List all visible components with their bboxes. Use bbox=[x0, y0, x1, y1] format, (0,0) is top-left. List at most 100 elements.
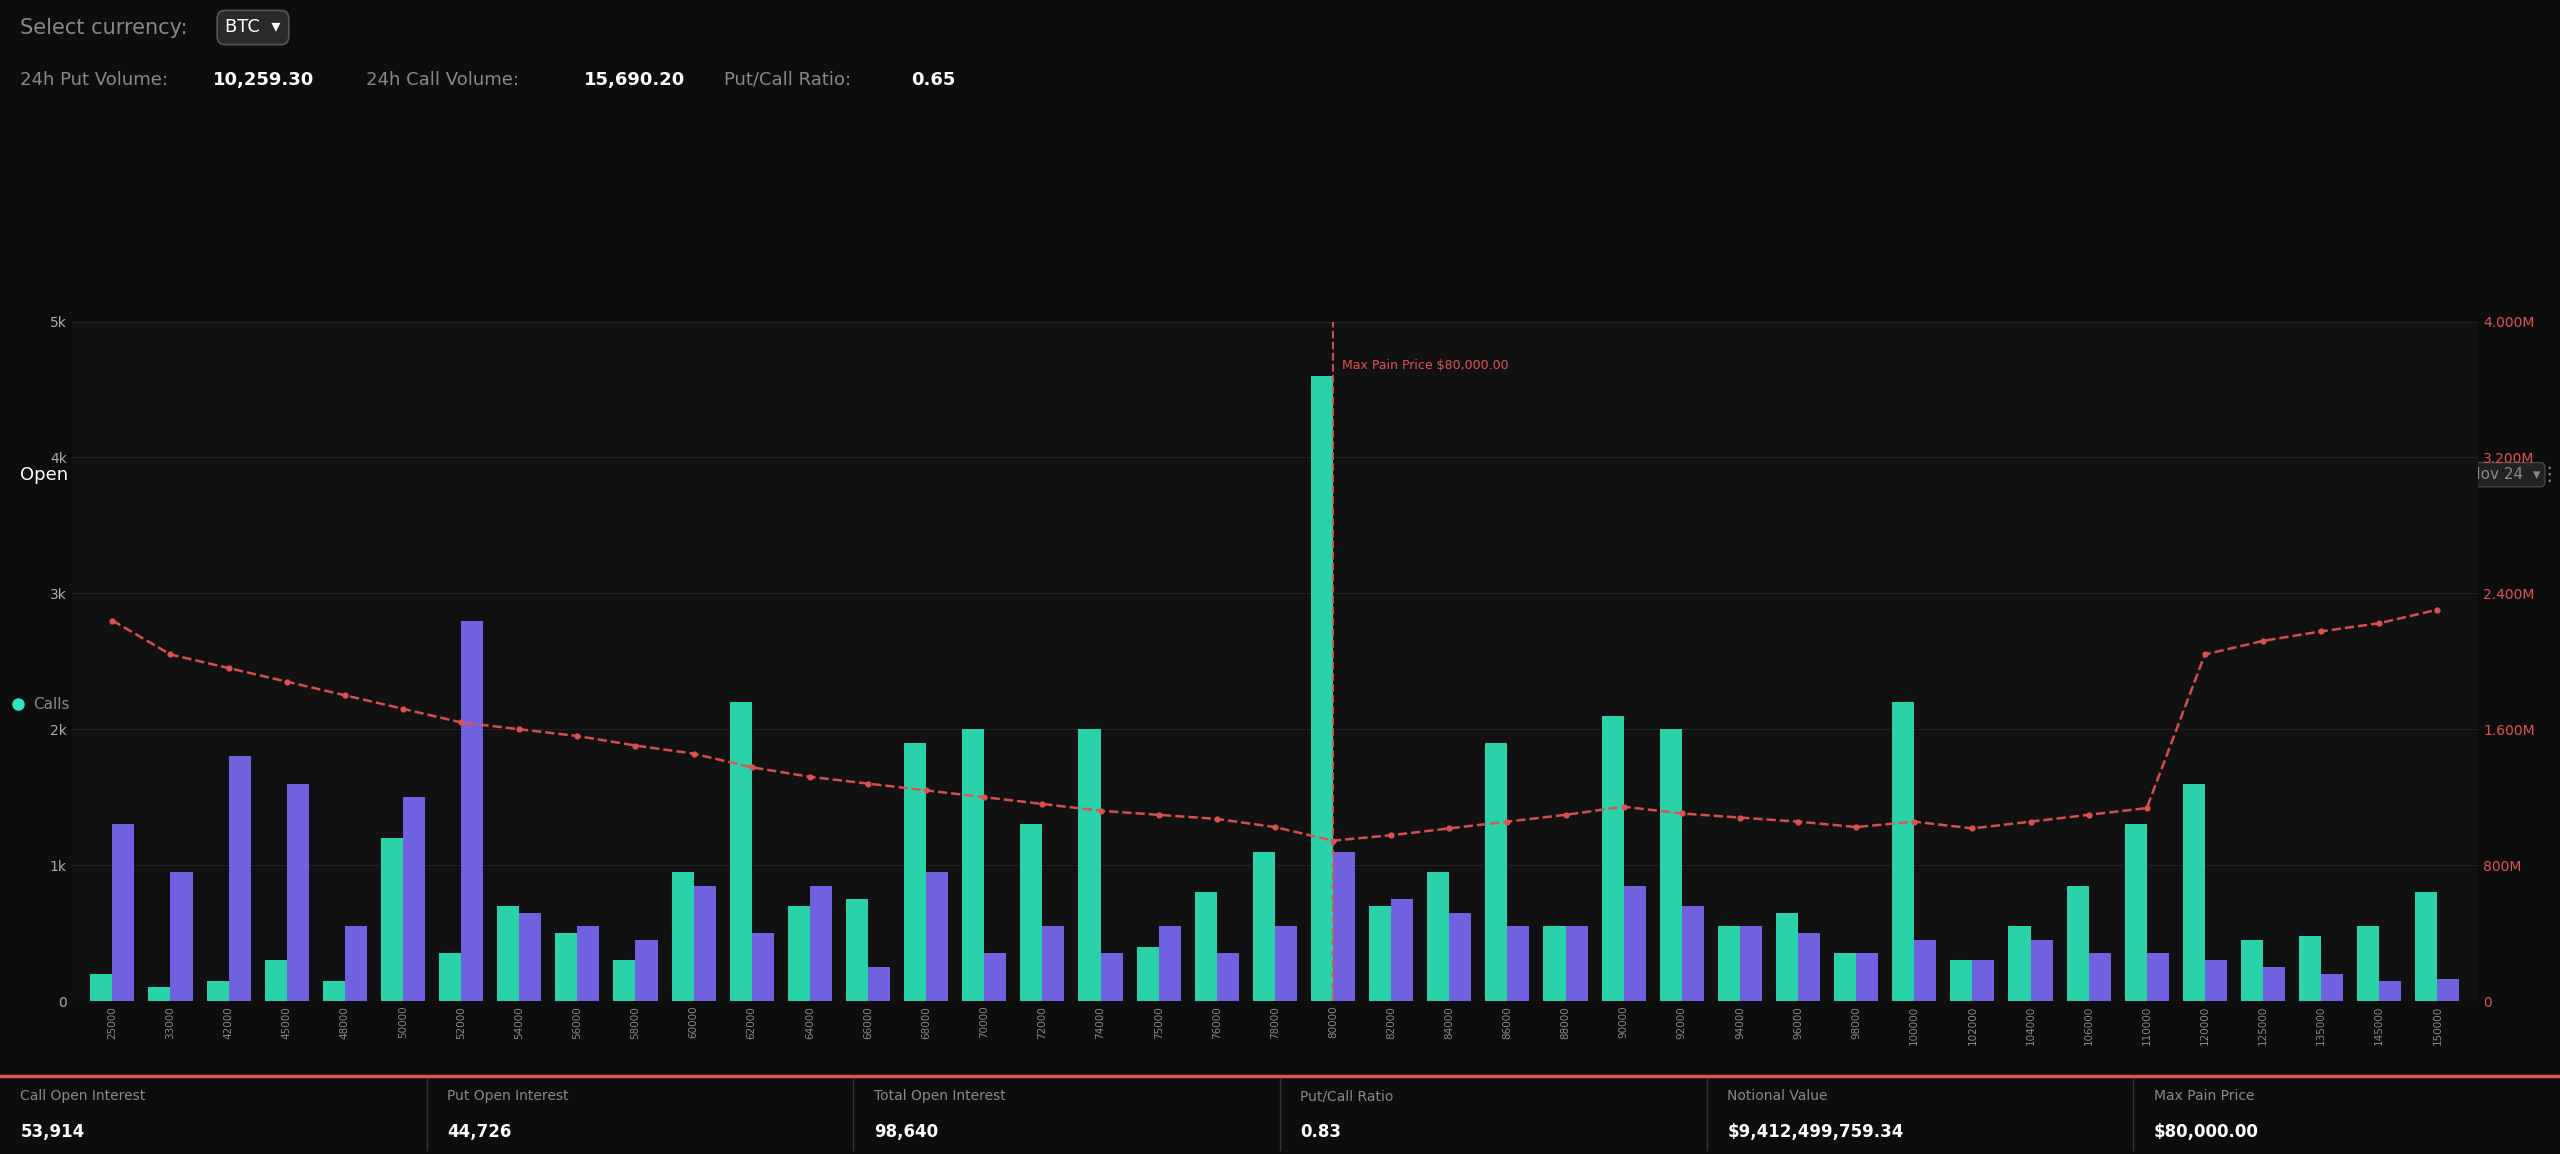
Text: 10,259.30: 10,259.30 bbox=[212, 72, 315, 89]
Bar bbox=[2089, 953, 2112, 1001]
Bar bbox=[1623, 885, 1646, 1001]
Text: 29 Nov 24  ▾: 29 Nov 24 ▾ bbox=[2445, 467, 2540, 482]
Bar bbox=[614, 960, 635, 1001]
Bar bbox=[2263, 967, 2286, 1001]
Bar bbox=[1426, 872, 1449, 1001]
Bar bbox=[983, 953, 1006, 1001]
Bar bbox=[346, 927, 366, 1001]
Bar bbox=[2066, 885, 2089, 1001]
Text: Max Pain Price: Max Pain Price bbox=[2153, 1089, 2255, 1103]
Bar bbox=[287, 784, 310, 1001]
Bar bbox=[1951, 960, 1971, 1001]
Bar bbox=[461, 621, 484, 1001]
Bar bbox=[2030, 939, 2053, 1001]
Bar bbox=[520, 913, 540, 1001]
Bar bbox=[1659, 729, 1682, 1001]
Bar bbox=[788, 906, 809, 1001]
Text: 24h Put Volume:: 24h Put Volume: bbox=[20, 72, 169, 89]
Bar bbox=[1603, 715, 1623, 1001]
Bar bbox=[2125, 824, 2148, 1001]
Bar bbox=[381, 838, 402, 1001]
Bar bbox=[845, 899, 868, 1001]
Bar bbox=[2240, 939, 2263, 1001]
Bar bbox=[1370, 906, 1390, 1001]
Text: 0.65: 0.65 bbox=[911, 72, 955, 89]
Bar bbox=[635, 939, 658, 1001]
Bar bbox=[2148, 953, 2168, 1001]
Bar bbox=[1833, 953, 1856, 1001]
Text: ⋮: ⋮ bbox=[2540, 465, 2560, 485]
Bar bbox=[753, 934, 773, 1001]
Bar bbox=[148, 988, 172, 1001]
Bar bbox=[1682, 906, 1705, 1001]
Text: Total Open Interest: Total Open Interest bbox=[873, 1089, 1006, 1103]
Bar bbox=[1275, 927, 1298, 1001]
Text: Put/Call Ratio: Put/Call Ratio bbox=[1300, 1089, 1393, 1103]
Text: Notional Value: Notional Value bbox=[1728, 1089, 1828, 1103]
Bar bbox=[1741, 927, 1761, 1001]
Bar bbox=[1449, 913, 1472, 1001]
Bar bbox=[1544, 927, 1567, 1001]
Bar bbox=[113, 824, 136, 1001]
Text: Put Open Interest: Put Open Interest bbox=[448, 1089, 568, 1103]
Bar bbox=[172, 872, 192, 1001]
Bar bbox=[228, 756, 251, 1001]
Bar bbox=[1216, 953, 1239, 1001]
Bar bbox=[323, 981, 346, 1001]
Bar bbox=[963, 729, 983, 1001]
Bar bbox=[1101, 953, 1124, 1001]
Text: Puts: Puts bbox=[133, 697, 166, 712]
Bar bbox=[556, 934, 579, 1001]
Bar bbox=[1797, 934, 1820, 1001]
Bar bbox=[1334, 852, 1354, 1001]
Bar bbox=[1078, 729, 1101, 1001]
Bar bbox=[1021, 824, 1042, 1001]
Bar bbox=[1196, 892, 1216, 1001]
Text: 24h Call Volume:: 24h Call Volume: bbox=[366, 72, 520, 89]
Bar bbox=[671, 872, 694, 1001]
Bar bbox=[1485, 743, 1508, 1001]
Text: 44,726: 44,726 bbox=[448, 1123, 512, 1140]
Bar bbox=[264, 960, 287, 1001]
Bar bbox=[1915, 939, 1935, 1001]
Bar bbox=[1892, 702, 1915, 1001]
Text: $9,412,499,759.34: $9,412,499,759.34 bbox=[1728, 1123, 1905, 1140]
Bar bbox=[1160, 927, 1180, 1001]
Bar bbox=[694, 885, 717, 1001]
Bar bbox=[1856, 953, 1879, 1001]
Bar bbox=[1971, 960, 1994, 1001]
Bar bbox=[2010, 927, 2030, 1001]
Bar bbox=[809, 885, 832, 1001]
Bar bbox=[2414, 892, 2437, 1001]
Bar bbox=[90, 974, 113, 1001]
Bar bbox=[2184, 784, 2204, 1001]
Text: BTC  ▾: BTC ▾ bbox=[225, 18, 282, 37]
Text: Call Open Interest: Call Open Interest bbox=[20, 1089, 146, 1103]
Bar bbox=[1718, 927, 1741, 1001]
Bar bbox=[2204, 960, 2227, 1001]
Bar bbox=[927, 872, 947, 1001]
Bar bbox=[207, 981, 228, 1001]
Bar bbox=[579, 927, 599, 1001]
Text: Max Pain Price $80,000.00: Max Pain Price $80,000.00 bbox=[1341, 359, 1508, 372]
Text: Put/Call Ratio:: Put/Call Ratio: bbox=[724, 72, 852, 89]
Bar bbox=[1390, 899, 1413, 1001]
Bar bbox=[402, 797, 425, 1001]
Text: Open Interest By Strike Price   ⓘ: Open Interest By Strike Price ⓘ bbox=[20, 466, 307, 484]
Bar bbox=[438, 953, 461, 1001]
Bar bbox=[2358, 927, 2378, 1001]
Text: Calls: Calls bbox=[33, 697, 69, 712]
Bar bbox=[2378, 981, 2401, 1001]
Text: Select currency:: Select currency: bbox=[20, 17, 187, 37]
Bar bbox=[2299, 936, 2322, 1001]
Bar bbox=[904, 743, 927, 1001]
Bar bbox=[730, 702, 753, 1001]
Bar bbox=[868, 967, 891, 1001]
Bar bbox=[1252, 852, 1275, 1001]
Bar bbox=[1777, 913, 1797, 1001]
Bar bbox=[1508, 927, 1528, 1001]
Bar bbox=[2437, 980, 2460, 1001]
Bar bbox=[497, 906, 520, 1001]
Text: 53,914: 53,914 bbox=[20, 1123, 84, 1140]
Bar bbox=[2322, 974, 2342, 1001]
